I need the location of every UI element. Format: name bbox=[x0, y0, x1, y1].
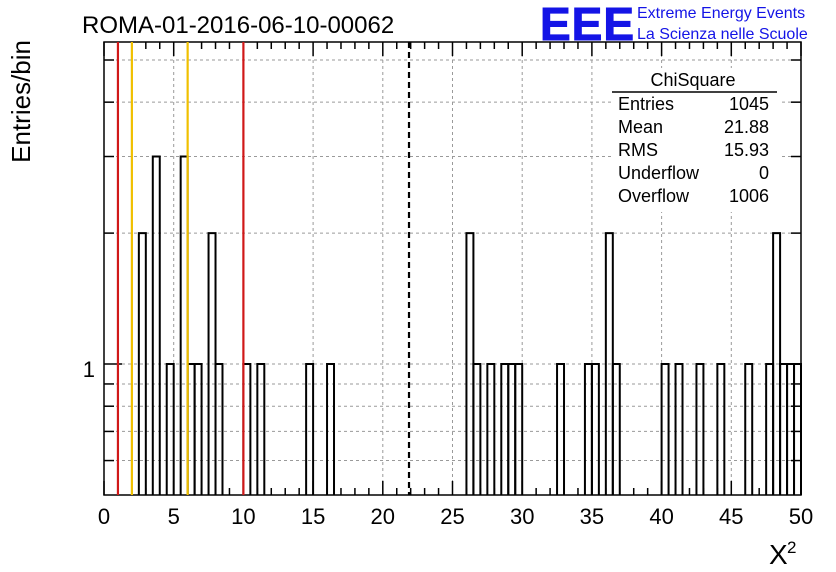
x-tick-label: 30 bbox=[510, 504, 534, 529]
histogram-bin bbox=[256, 363, 266, 495]
x-tick-label: 15 bbox=[301, 504, 325, 529]
x-tick-labels: 0 5 10 15 20 25 30 35 40 45 50 bbox=[98, 504, 813, 529]
x-tick-label: 0 bbox=[98, 504, 110, 529]
histogram-bin bbox=[214, 363, 224, 495]
histogram-bin bbox=[472, 363, 482, 495]
histogram-bin bbox=[611, 363, 621, 495]
stats-value-overflow: 1006 bbox=[729, 186, 769, 206]
histogram-bin bbox=[744, 363, 754, 495]
stats-label-underflow: Underflow bbox=[618, 163, 700, 183]
stats-label-mean: Mean bbox=[618, 117, 663, 137]
histogram-bin bbox=[137, 232, 147, 495]
histogram-bin bbox=[193, 363, 203, 495]
x-tick-label: 35 bbox=[580, 504, 604, 529]
x-tick-label: 40 bbox=[649, 504, 673, 529]
histogram-bin bbox=[695, 363, 705, 495]
histogram-bin bbox=[674, 363, 684, 495]
stats-title: ChiSquare bbox=[650, 70, 735, 90]
histogram-bars bbox=[137, 155, 802, 495]
x-tick-label: 10 bbox=[231, 504, 255, 529]
stats-value-underflow: 0 bbox=[759, 163, 769, 183]
histogram-bin bbox=[716, 363, 726, 495]
histogram-bin bbox=[151, 155, 161, 495]
histogram-bin bbox=[660, 363, 670, 495]
histogram-bin bbox=[305, 363, 315, 495]
stats-value-mean: 21.88 bbox=[724, 117, 769, 137]
histogram-bin bbox=[326, 363, 336, 495]
histogram-bin bbox=[514, 363, 524, 495]
histogram-bin bbox=[165, 363, 175, 495]
run-title: ROMA-01-2016-06-10-00062 bbox=[82, 12, 394, 39]
stats-value-entries: 1045 bbox=[729, 94, 769, 114]
stats-value-rms: 15.93 bbox=[724, 140, 769, 160]
stats-label-overflow: Overflow bbox=[618, 186, 690, 206]
histogram-bin bbox=[486, 363, 496, 495]
y-axis-title: Entries/bin bbox=[6, 40, 36, 163]
stats-label-entries: Entries bbox=[618, 94, 674, 114]
x-tick-label: 25 bbox=[440, 504, 464, 529]
x-tick-label: 20 bbox=[371, 504, 395, 529]
x-tick-label: 45 bbox=[719, 504, 743, 529]
histogram-bin bbox=[793, 363, 802, 495]
logo-subtitle-2: La Scienza nelle Scuole bbox=[637, 26, 808, 43]
histogram-bin bbox=[556, 363, 566, 495]
x-tick-label: 5 bbox=[168, 504, 180, 529]
x-axis-title: X bbox=[769, 539, 788, 570]
histogram-bin bbox=[590, 363, 600, 495]
eee-logo: EEE bbox=[540, 0, 635, 50]
stats-box: ChiSquare Entries 1045 Mean 21.88 RMS 15… bbox=[612, 68, 782, 212]
logo-subtitle-1: Extreme Energy Events bbox=[637, 5, 805, 22]
x-tick-label: 50 bbox=[789, 504, 813, 529]
x-axis-title-superscript: 2 bbox=[787, 538, 796, 557]
reference-lines bbox=[116, 42, 411, 495]
y-tick-label: 1 bbox=[83, 357, 95, 382]
stats-label-rms: RMS bbox=[618, 140, 658, 160]
